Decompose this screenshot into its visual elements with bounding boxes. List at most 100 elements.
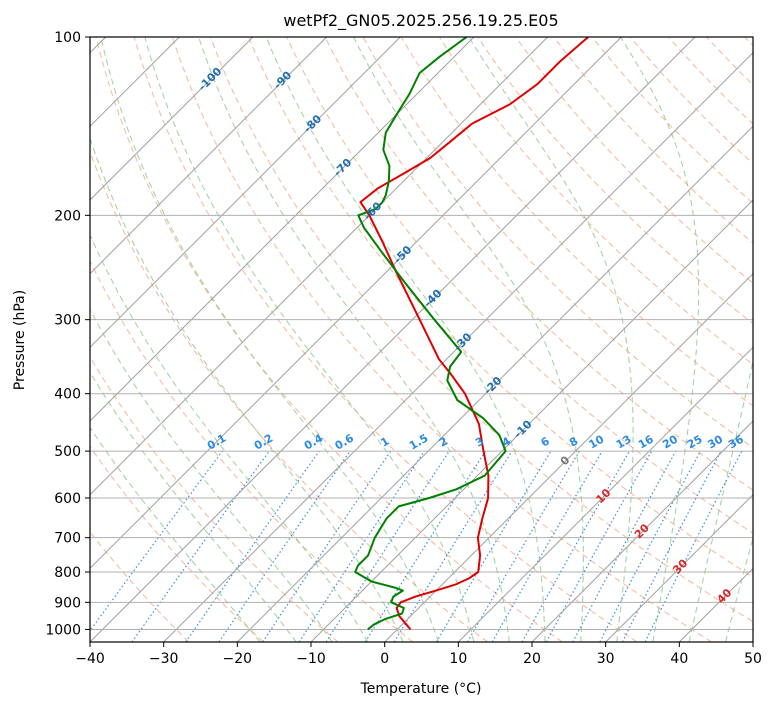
moist-adiabat-line [198,37,510,642]
x-tick-label: 30 [597,651,615,667]
isotherm-line [90,37,622,570]
mixing-ratio-label: 10 [587,432,607,451]
mixing-ratio-line [545,450,653,642]
line-labels: 0.1 0.2 0.4 0.6 1 1.5 2 3 4 6 8 10 13 16 20 25 30 36-100-… [196,65,746,607]
y-axis-label: Pressure (hPa) [12,290,28,390]
isotherm-line [163,51,753,642]
y-tick-label: 900 [54,595,81,611]
mixing-ratio-label: 25 [685,433,705,452]
mixing-ratio-line [218,450,351,642]
mixing-ratio-label: 20 [660,432,680,451]
isotherm-line [310,199,753,642]
dewpoint-profile-line [354,37,507,631]
dry-adiabat-line [286,37,753,534]
y-tick-label: 400 [54,387,81,403]
isotherm-line [531,420,753,642]
dry-adiabat-line [90,150,488,642]
moist-adiabat-line [144,37,475,642]
moist-adiabat-line [90,426,261,642]
y-tick-label: 1000 [45,622,81,638]
moist-adiabat-line [90,233,369,642]
y-tick-label: 300 [54,313,81,329]
isotherm-line [90,37,328,275]
mixing-ratio-line [185,450,320,642]
dry-adiabats [90,37,753,642]
dry-adiabat-line [90,259,414,642]
isotherm-line [90,37,475,422]
mixing-ratio-label: 0.6 [333,431,357,452]
moist-adiabat-line [90,371,297,642]
pressure-gridlines [90,37,753,630]
dry-adiabat-line [95,37,563,642]
mixing-ratio-label: 6 [539,434,552,449]
isotherm-line [384,272,753,642]
mixing-ratio-line [262,450,392,642]
mixing-ratio-label: 1.5 [407,432,430,453]
mixing-ratio-line [644,450,743,642]
moist-adiabat-line [688,358,753,642]
mixing-ratio-line [521,450,631,642]
dry-adiabat-line [133,37,638,642]
mixing-ratio-label: 36 [726,432,746,451]
dry-adiabat-line [515,37,753,284]
x-tick-label: −10 [296,651,326,667]
isotherm-line [90,37,254,201]
moist-adiabat-line [90,308,333,642]
plot-frame [89,36,754,643]
moist-adiabat-line [100,37,440,642]
moist-adiabat-line [353,37,584,642]
mixing-ratio-line [131,450,270,642]
profile-series [354,37,589,631]
moist-adiabat-line [90,136,404,642]
mixing-ratio-label: 8 [567,435,580,450]
chart-title: wetPf2_GN05.2025.256.19.25.E05 [283,11,558,31]
isotherm-line [90,37,549,496]
dry-adiabat-line [667,37,753,125]
dry-adiabat-line [209,37,753,623]
dry-adiabat-line [706,37,753,86]
x-tick-label: 40 [670,651,688,667]
mixing-ratio-label: 3 [473,435,486,450]
dry-adiabat-line [90,356,339,642]
moist-adiabat-line [468,37,634,642]
isotherm-line [457,346,753,642]
temperature-profile-line [359,37,589,631]
isotherm-line [605,493,753,642]
y-tick-label: 800 [54,565,81,581]
mixing-ratio-label: 16 [636,432,656,451]
dry-adiabat-line [171,37,712,642]
mixing-ratio-line [572,450,677,642]
skewed-isotherms [90,37,753,642]
moist-adiabat-line [725,536,753,642]
mixing-ratio-label: 0.4 [302,431,326,452]
x-tick-label: 10 [449,651,467,667]
dry-adiabat-line [324,37,753,491]
mixing-ratio-label: 1 [378,435,391,450]
mixing-ratio-line [325,450,450,642]
axes: −40 −30 −20 −10 0 10 20 30 40 5010020030040050060… [45,30,762,667]
x-tick-label: 0 [380,651,389,667]
isotherm-line [752,641,753,642]
x-tick-label: −40 [75,651,105,667]
y-tick-label: 600 [54,491,81,507]
moist-adiabat-line [620,37,700,642]
isotherm-line [236,125,753,642]
mixing-ratio-line [298,450,425,642]
x-tick-label: 50 [744,651,762,667]
dry-adiabat-line [248,37,753,578]
mixing-ratio-line [364,450,486,642]
mixing-ratio-line [435,450,552,642]
moist-adiabat-line [265,37,546,642]
y-tick-label: 700 [54,531,81,547]
mixing-ratio-line [393,450,513,642]
dry-adiabat-line [553,37,753,244]
moist-adiabats [90,37,753,642]
isotherm-line [90,37,401,349]
x-tick-label: −30 [149,651,179,667]
x-axis-label: Temperature (°C) [360,681,482,697]
x-tick-label: 20 [523,651,541,667]
y-tick-label: 500 [54,444,81,460]
mixing-ratio-label: 30 [705,432,725,451]
isotherm-line [90,37,696,642]
